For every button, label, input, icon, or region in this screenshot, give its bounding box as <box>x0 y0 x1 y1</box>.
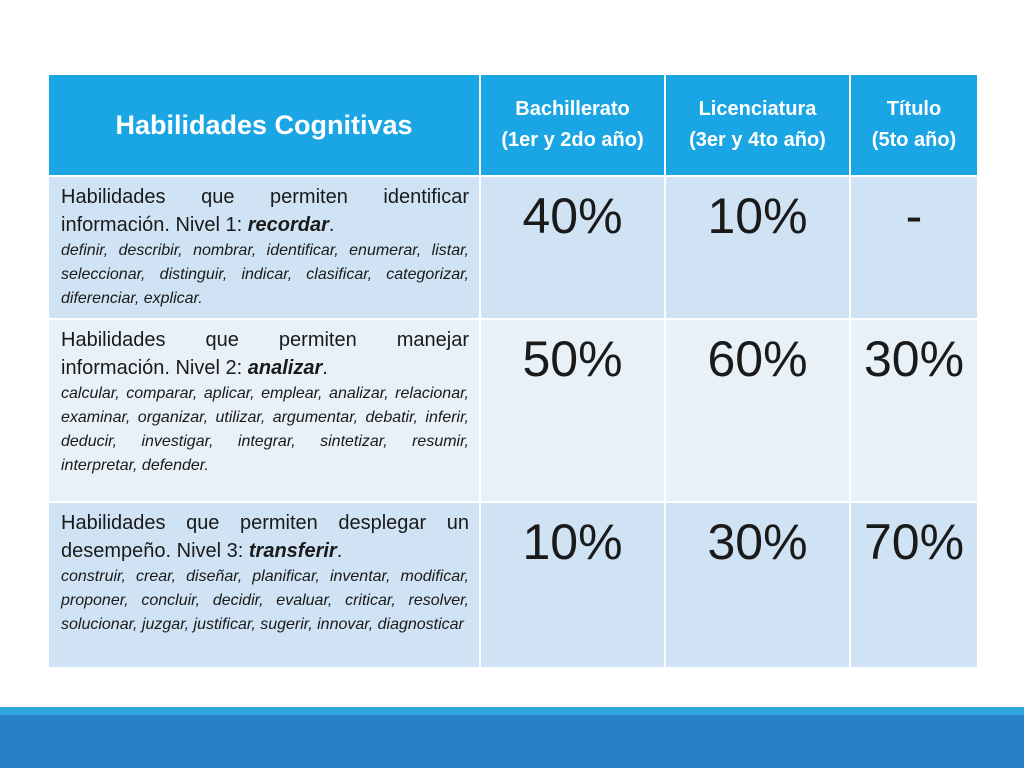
header-bachillerato-years: (1er y 2do año) <box>501 129 644 151</box>
value-licenciatura: 30% <box>664 501 851 669</box>
row-main-text: Habilidades que permiten desplegar un de… <box>61 512 469 562</box>
footer-bar <box>0 715 1024 768</box>
header-row: Habilidades Cognitivas Bachillerato (1er… <box>47 73 979 177</box>
row-level-name: analizar <box>247 357 323 379</box>
value-bachillerato: 40% <box>479 175 666 320</box>
value-licenciatura: 60% <box>664 318 851 503</box>
value-bachillerato: 10% <box>479 501 666 669</box>
header-titulo: Título (5to año) <box>849 73 979 177</box>
value-licenciatura: 10% <box>664 175 851 320</box>
row-verbs: construir, crear, diseñar, planificar, i… <box>61 568 469 633</box>
row-main-text: Habilidades que permiten identificar inf… <box>61 186 469 236</box>
value-titulo: - <box>849 175 979 320</box>
header-skills: Habilidades Cognitivas <box>47 73 481 177</box>
row-verbs: definir, describir, nombrar, identificar… <box>61 242 469 307</box>
row-main-text: Habilidades que permiten manejar informa… <box>61 329 469 379</box>
header-titulo-years: (5to año) <box>871 129 957 151</box>
row-description: Habilidades que permiten manejar informa… <box>47 318 481 503</box>
table-row-level-2: Habilidades que permiten manejar informa… <box>47 318 979 503</box>
table-row-level-1: Habilidades que permiten identificar inf… <box>47 175 979 320</box>
header-titulo-title: Título <box>886 98 942 120</box>
row-level-name: transferir <box>248 540 337 562</box>
header-licenciatura-years: (3er y 4to año) <box>689 129 826 151</box>
row-description: Habilidades que permiten desplegar un de… <box>47 501 481 669</box>
row-description: Habilidades que permiten identificar inf… <box>47 175 481 320</box>
row-verbs: calcular, comparar, aplicar, emplear, an… <box>61 385 469 474</box>
header-licenciatura-title: Licenciatura <box>698 98 817 120</box>
header-bachillerato: Bachillerato (1er y 2do año) <box>479 73 666 177</box>
skills-table: Habilidades Cognitivas Bachillerato (1er… <box>47 73 979 669</box>
header-licenciatura: Licenciatura (3er y 4to año) <box>664 73 851 177</box>
header-bachillerato-title: Bachillerato <box>515 98 630 120</box>
value-titulo: 30% <box>849 318 979 503</box>
value-titulo: 70% <box>849 501 979 669</box>
footer-stripe <box>0 707 1024 715</box>
row-level-name: recordar <box>247 214 329 236</box>
table-row-level-3: Habilidades que permiten desplegar un de… <box>47 501 979 669</box>
value-bachillerato: 50% <box>479 318 666 503</box>
